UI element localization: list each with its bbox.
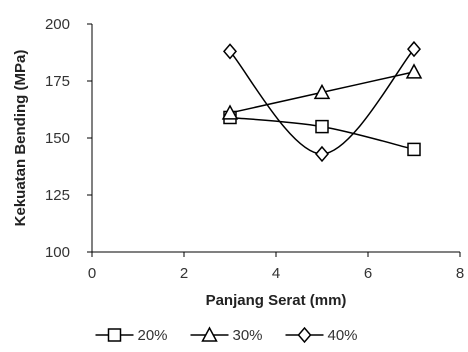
y-tick-label: 150 <box>45 130 70 147</box>
y-tick-label: 175 <box>45 73 70 90</box>
legend-label: 30% <box>233 327 263 344</box>
legend: 20% 30% 40% <box>95 326 358 344</box>
data-point <box>221 104 239 120</box>
x-tick-label: 0 <box>88 265 96 282</box>
legend-label: 40% <box>328 327 358 344</box>
series-diamond <box>223 40 421 163</box>
legend-marker <box>201 326 218 342</box>
legend-item: 30% <box>190 326 263 344</box>
data-point <box>313 83 331 100</box>
legend-marker <box>107 328 122 342</box>
data-point <box>223 43 237 60</box>
y-tick-label: 100 <box>45 244 70 261</box>
x-tick-label: 4 <box>272 265 280 282</box>
y-tick-label: 200 <box>45 16 70 33</box>
x-tick-label: 6 <box>364 265 372 282</box>
data-point <box>315 119 329 134</box>
data-point <box>405 63 423 79</box>
legend-item: 20% <box>95 327 168 344</box>
data-point <box>407 142 421 157</box>
series-triangle <box>221 63 423 120</box>
series-line <box>229 48 415 155</box>
legend-item: 40% <box>285 326 358 344</box>
data-point <box>315 145 329 163</box>
y-axis-title: Kekuatan Bending (MPa) <box>12 50 29 227</box>
x-tick-label: 2 <box>180 265 188 282</box>
y-tick-label: 125 <box>45 187 70 204</box>
series-layer <box>221 40 423 163</box>
data-point <box>407 40 421 58</box>
legend-marker <box>297 326 312 344</box>
axes: 100 125 150 175 200 0 2 4 6 8 <box>45 16 464 282</box>
legend-label: 20% <box>138 327 168 344</box>
x-tick-label: 8 <box>456 265 464 282</box>
x-axis-title: Panjang Serat (mm) <box>206 292 347 309</box>
